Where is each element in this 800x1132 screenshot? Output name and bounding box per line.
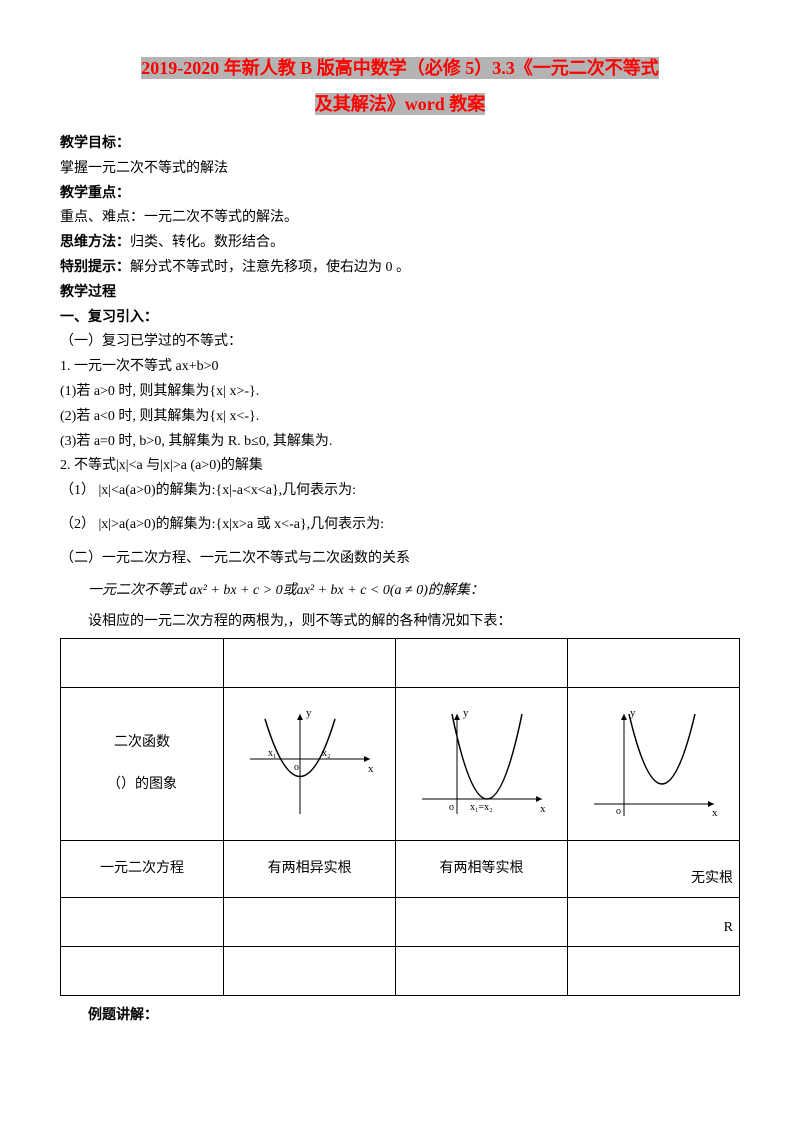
svg-text:x₂: x₂ [322, 748, 331, 759]
row-graph-label: 二次函数 （）的图象 [61, 688, 224, 841]
formula-line: 一元二次不等式 ax² + bx + c > 0或ax² + bx + c < … [60, 579, 740, 603]
parabola-one-root: y x o x₁=x₂ [396, 688, 568, 841]
row-eq-c2: 有两相等实根 [396, 841, 568, 898]
svg-text:y: y [630, 707, 636, 719]
svg-text:y: y [463, 707, 469, 719]
row-eq-c1: 有两相异实根 [224, 841, 396, 898]
svg-text:x: x [368, 763, 374, 775]
tip-label: 特别提示： [60, 260, 130, 275]
examples-label: 例题讲解： [88, 1008, 158, 1023]
review-sub1: （一）复习已学过的不等式： [60, 330, 740, 354]
row-eq-c3: 无实根 [568, 841, 740, 898]
item-2-1: （1） |x|<a(a>0)的解集为:{x|-a<x<a},几何表示为: [60, 479, 740, 503]
tip-text: 解分式不等式时，注意先移项，使右边为 0 。 [130, 260, 410, 275]
svg-text:o: o [294, 762, 299, 773]
item-2: 2. 不等式|x|<a 与|x|>a (a>0)的解集 [60, 454, 740, 478]
document-page: 2019-2020 年新人教 B 版高中数学（必修 5）3.3《一元二次不等式 … [0, 0, 800, 1069]
item-2-2: （2） |x|>a(a>0)的解集为:{x|x>a 或 x<-a},几何表示为: [60, 513, 740, 537]
review-sub2: （二）一元二次方程、一元二次不等式与二次函数的关系 [60, 547, 740, 571]
title-line-2: 及其解法》word 教案 [60, 86, 740, 122]
proc-label: 教学过程 [60, 285, 116, 300]
title-line-1: 2019-2020 年新人教 B 版高中数学（必修 5）3.3《一元二次不等式 [60, 50, 740, 86]
goal-text: 掌握一元二次不等式的解法 [60, 157, 740, 181]
svg-text:y: y [306, 707, 312, 719]
row-eq-label: 一元二次方程 [61, 841, 224, 898]
svg-text:x: x [712, 807, 718, 819]
svg-text:x: x [540, 803, 546, 815]
parabola-no-root: y x o [568, 688, 740, 841]
row-r-c3: R [568, 898, 740, 947]
parabola-two-roots: y x o x₁ x₂ [224, 688, 396, 841]
review-heading: 一、复习引入： [60, 310, 158, 325]
content-body: 教学目标： 掌握一元二次不等式的解法 教学重点： 重点、难点：一元二次不等式的解… [60, 132, 740, 1028]
method-text: 归类、转化。数形结合。 [130, 235, 284, 250]
svg-text:o: o [616, 806, 621, 817]
focus-label: 教学重点： [60, 186, 130, 201]
focus-text: 重点、难点：一元二次不等式的解法。 [60, 206, 740, 230]
comparison-table: 二次函数 （）的图象 y x o x₁ x₂ [60, 638, 740, 996]
item-1-1: (1)若 a>0 时, 则其解集为{x| x>-}. [60, 380, 740, 404]
table-intro: 设相应的一元二次方程的两根为,，则不等式的解的各种情况如下表： [60, 610, 740, 634]
item-1: 1. 一元一次不等式 ax+b>0 [60, 355, 740, 379]
svg-text:o: o [449, 802, 454, 813]
svg-text:x₁: x₁ [268, 748, 277, 759]
item-1-3: (3)若 a=0 时, b>0, 其解集为 R. b≤0, 其解集为. [60, 430, 740, 454]
method-label: 思维方法： [60, 235, 130, 250]
goal-label: 教学目标： [60, 136, 130, 151]
svg-text:x₁=x₂: x₁=x₂ [470, 802, 493, 813]
item-1-2: (2)若 a<0 时, 则其解集为{x| x<-}. [60, 405, 740, 429]
